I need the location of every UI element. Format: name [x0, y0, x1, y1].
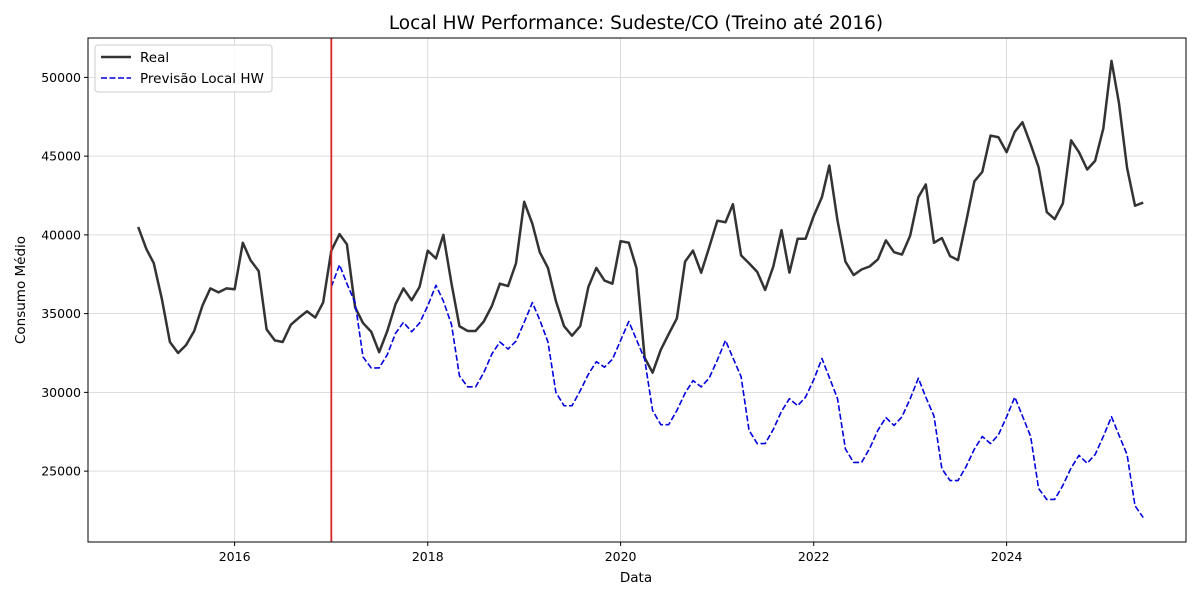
- series-line-real: [137, 59, 1144, 374]
- legend-box: [94, 44, 273, 93]
- x-tick-label: 2022: [798, 549, 830, 564]
- chart-title: Local HW Performance: Sudeste/CO (Treino…: [389, 13, 883, 34]
- x-axis-title: Data: [620, 570, 652, 586]
- y-tick-label: 50000: [41, 70, 81, 85]
- x-tick-label: 2020: [605, 549, 637, 564]
- legend-label-real: Real: [140, 50, 169, 66]
- plot-area: [137, 38, 1144, 542]
- y-axis: 25000 30000 35000 40000 45000 50000: [41, 70, 88, 479]
- y-tick-label: 35000: [41, 306, 81, 321]
- legend: Real Previsão Local HW: [94, 44, 273, 93]
- x-tick-label: 2018: [412, 549, 444, 564]
- plot-frame: [87, 37, 1187, 543]
- x-tick-label: 2024: [991, 549, 1023, 564]
- y-axis-title: Consumo Médio: [13, 236, 29, 344]
- y-tick-label: 45000: [41, 149, 81, 164]
- series-layer: [137, 59, 1144, 519]
- y-tick-label: 30000: [41, 385, 81, 400]
- legend-label-forecast: Previsão Local HW: [140, 71, 264, 87]
- y-tick-label: 40000: [41, 227, 81, 242]
- x-tick-label: 2016: [219, 549, 251, 564]
- grid: [88, 38, 1186, 542]
- x-axis: 2016 2018 2020 2022 2024: [219, 542, 1023, 564]
- y-tick-label: 25000: [41, 464, 81, 479]
- series-line-forecast: [330, 263, 1144, 519]
